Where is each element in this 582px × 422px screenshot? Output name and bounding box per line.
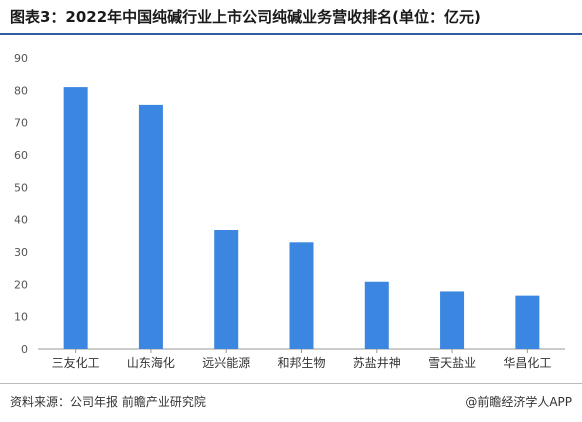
source-note: 资料来源：公司年报 前瞻产业研究院: [10, 395, 206, 409]
x-tick-label: 三友化工: [52, 356, 100, 370]
bars: [63, 87, 540, 349]
y-tick-label: 60: [14, 149, 28, 162]
y-tick-label: 70: [14, 117, 28, 130]
y-axis: 0 10 20 30 40 50 60 70 80 90: [14, 52, 28, 356]
bar: [214, 230, 239, 349]
bar: [364, 281, 389, 349]
bar: [440, 291, 465, 349]
bar: [289, 242, 314, 349]
bar: [515, 295, 540, 349]
y-tick-label: 10: [14, 311, 28, 324]
x-tick-label: 苏盐井神: [353, 356, 401, 370]
x-tick-label: 华昌化工: [503, 356, 551, 370]
title-rule: [0, 33, 582, 35]
y-tick-label: 0: [21, 343, 28, 356]
brand-credit: @前瞻经济学人APP: [465, 395, 572, 409]
x-tick-label: 和邦生物: [277, 356, 325, 370]
y-tick-label: 80: [14, 84, 28, 97]
chart-title: 图表3：2022年中国纯碱行业上市公司纯碱业务营收排名(单位：亿元): [10, 8, 481, 26]
x-tick-label: 远兴能源: [202, 356, 250, 370]
y-tick-label: 50: [14, 181, 28, 194]
bar: [63, 87, 88, 349]
y-tick-label: 90: [14, 52, 28, 65]
bar: [138, 104, 163, 349]
x-axis: 三友化工 山东海化 远兴能源 和邦生物 苏盐井神 雪天盐业 华昌化工: [38, 348, 565, 370]
footer-rule: [0, 383, 582, 384]
y-tick-label: 40: [14, 214, 28, 227]
x-tick-label: 雪天盐业: [428, 356, 476, 370]
x-tick-label: 山东海化: [127, 355, 175, 370]
y-tick-label: 20: [14, 278, 28, 291]
y-tick-label: 30: [14, 246, 28, 259]
